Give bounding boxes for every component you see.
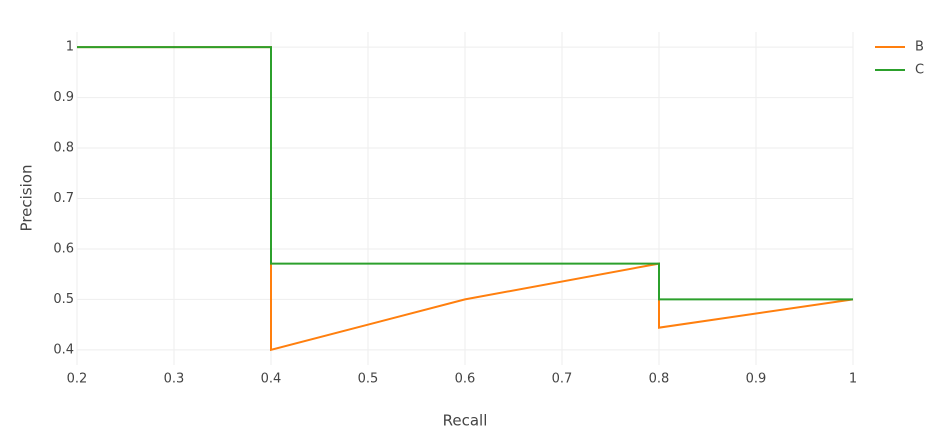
line xyxy=(77,46,853,301)
y-tick-label: 0.6 xyxy=(53,241,74,256)
y-tick-label: 0.5 xyxy=(53,292,74,307)
y-tick-label: 0.8 xyxy=(53,141,74,156)
grid xyxy=(76,32,854,365)
x-tick-label: 0.8 xyxy=(649,372,670,387)
x-tick-label: 0.4 xyxy=(261,372,282,387)
x-axis-title: Recall xyxy=(443,412,488,430)
x-tick-label: 1 xyxy=(849,372,857,387)
y-tick-label: 0.7 xyxy=(53,191,74,206)
x-tick-label: 0.5 xyxy=(358,372,379,387)
x-tick-label: 0.3 xyxy=(164,372,185,387)
y-tick-label: 1 xyxy=(66,40,74,55)
x-tick-label: 0.9 xyxy=(746,372,767,387)
x-tick-label: 0.6 xyxy=(455,372,476,387)
y-axis-title: Precision xyxy=(18,165,36,232)
legend-label: C xyxy=(915,63,924,78)
y-tick-label: 0.4 xyxy=(53,342,74,357)
y-tick-label: 0.9 xyxy=(53,90,74,105)
x-tick-label: 0.7 xyxy=(552,372,573,387)
legend-label: B xyxy=(915,40,924,55)
x-tick-label: 0.2 xyxy=(67,372,88,387)
